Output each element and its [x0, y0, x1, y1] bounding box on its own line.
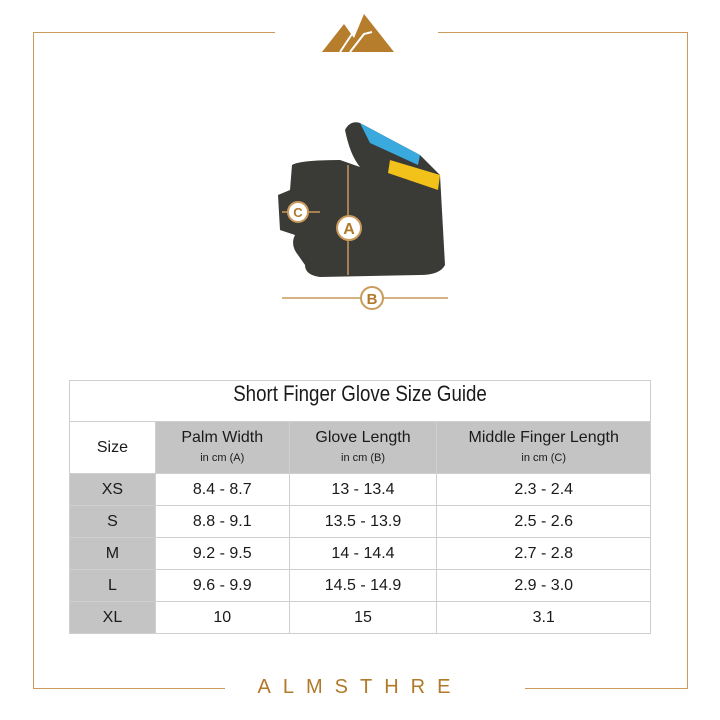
frame-right: [687, 32, 688, 689]
value-cell: 2.7 - 2.8: [436, 537, 651, 570]
value-cell: 2.9 - 3.0: [436, 569, 651, 602]
header-middle-finger-length: Middle Finger Length in cm (C): [436, 421, 651, 474]
label-c: C: [293, 205, 303, 220]
size-guide-table: Short Finger Glove Size Guide Size Palm …: [69, 380, 651, 634]
table-row: L 9.6 - 9.9 14.5 - 14.9 2.9 - 3.0: [69, 569, 651, 602]
frame-top-left: [33, 32, 275, 33]
table-row: XS 8.4 - 8.7 13 - 13.4 2.3 - 2.4: [69, 473, 651, 506]
header-glove-length: Glove Length in cm (B): [288, 421, 438, 474]
mountain-logo-icon: [322, 14, 394, 53]
label-a: A: [343, 221, 355, 238]
value-cell: 9.2 - 9.5: [154, 537, 290, 570]
value-cell: 9.6 - 9.9: [154, 569, 290, 602]
value-cell: 8.8 - 9.1: [154, 505, 290, 538]
table-title: Short Finger Glove Size Guide: [69, 380, 651, 422]
value-cell: 14.5 - 14.9: [288, 569, 438, 602]
header-palm-width: Palm Width in cm (A): [154, 421, 290, 474]
value-cell: 15: [288, 601, 438, 634]
size-cell: L: [69, 569, 156, 602]
header-size: Size: [69, 421, 156, 474]
value-cell: 13.5 - 13.9: [288, 505, 438, 538]
value-cell: 14 - 14.4: [288, 537, 438, 570]
value-cell: 2.3 - 2.4: [436, 473, 651, 506]
value-cell: 3.1: [436, 601, 651, 634]
size-cell: XL: [69, 601, 156, 634]
size-cell: S: [69, 505, 156, 538]
table-row: XL 10 15 3.1: [69, 601, 651, 634]
value-cell: 13 - 13.4: [288, 473, 438, 506]
frame-bottom-left: [33, 688, 225, 689]
value-cell: 10: [154, 601, 290, 634]
frame-top-right: [438, 32, 688, 33]
frame-bottom-right: [525, 688, 688, 689]
table-row: S 8.8 - 9.1 13.5 - 13.9 2.5 - 2.6: [69, 505, 651, 538]
value-cell: 2.5 - 2.6: [436, 505, 651, 538]
glove-diagram: A C B: [278, 122, 448, 310]
size-cell: M: [69, 537, 156, 570]
frame-left: [33, 32, 34, 689]
table-row: M 9.2 - 9.5 14 - 14.4 2.7 - 2.8: [69, 537, 651, 570]
brand-wordmark: ALMSTHRE: [257, 676, 463, 698]
size-cell: XS: [69, 473, 156, 506]
label-b: B: [367, 291, 378, 308]
value-cell: 8.4 - 8.7: [154, 473, 290, 506]
